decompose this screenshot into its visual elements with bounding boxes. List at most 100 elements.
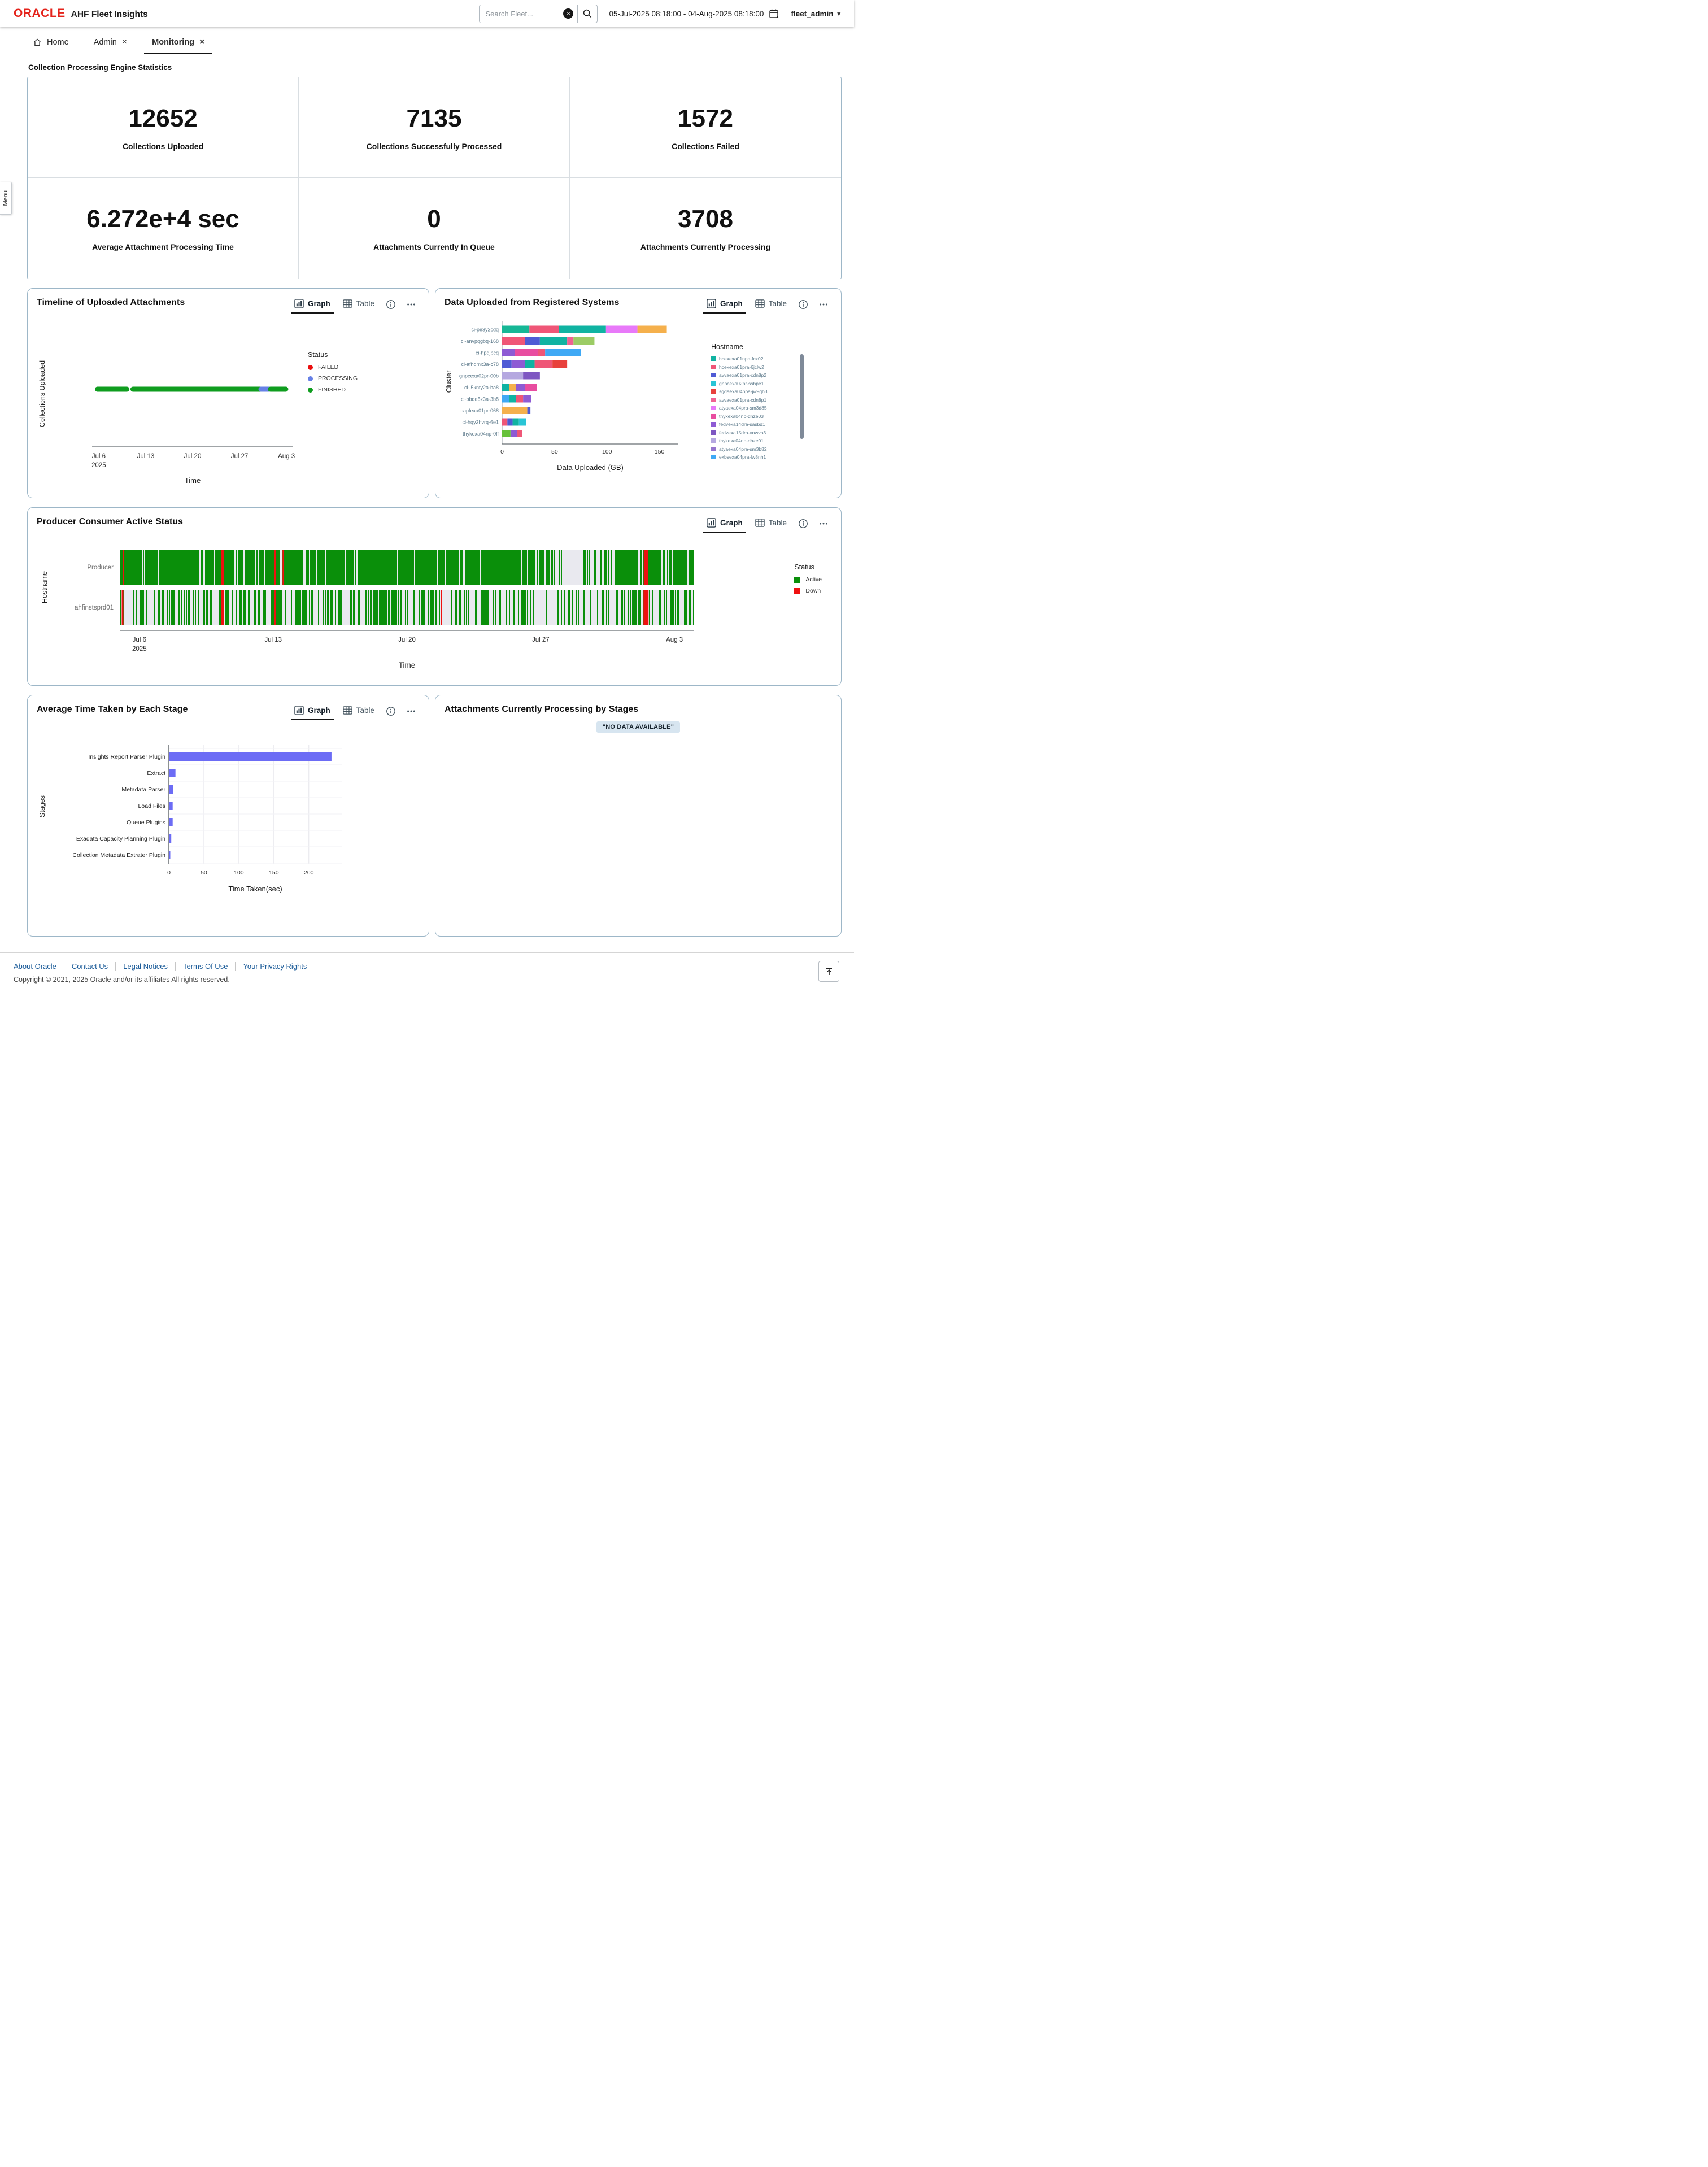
panel-avg-time-stage: Average Time Taken by Each Stage Graph T… — [27, 695, 429, 937]
overflow-menu-icon[interactable] — [814, 296, 833, 313]
graph-toggle-label: Graph — [307, 706, 330, 715]
svg-text:50: 50 — [201, 869, 207, 876]
calendar-icon — [769, 9, 779, 18]
table-toggle[interactable]: Table — [750, 515, 792, 533]
legend-swatch — [794, 576, 801, 583]
legend-item: avvaexa01pra-cdn8p1 — [711, 397, 796, 403]
legend-swatch — [711, 364, 716, 369]
legend-item: FINISHED — [308, 386, 358, 393]
info-icon[interactable] — [381, 296, 400, 313]
legend-label: avvaexa01pra-cdn8p2 — [719, 372, 767, 378]
search-icon[interactable] — [578, 5, 597, 23]
section-title: Collection Processing Engine Statistics — [28, 63, 172, 72]
user-menu[interactable]: fleet_admin ▾ — [791, 10, 840, 18]
stat-value: 1572 — [678, 104, 733, 132]
legend-item: thykexa04np-dhze03 — [711, 414, 796, 419]
oracle-logo: ORACLE — [14, 7, 66, 20]
graph-toggle[interactable]: Graph — [701, 515, 748, 533]
footer-link-terms-of-use[interactable]: Terms Of Use — [176, 962, 236, 971]
svg-text:Exadata Capacity Planning Plug: Exadata Capacity Planning Plugin — [76, 836, 165, 842]
overflow-menu-icon[interactable] — [402, 296, 421, 313]
close-icon[interactable]: × — [121, 37, 128, 47]
legend-swatch — [308, 376, 313, 381]
stats-grid: 12652 Collections Uploaded 7135 Collecti… — [27, 77, 842, 279]
table-icon — [343, 706, 352, 715]
clear-search-icon[interactable]: × — [563, 8, 574, 19]
graph-toggle[interactable]: Graph — [289, 295, 336, 314]
svg-text:Cluster: Cluster — [445, 371, 453, 393]
legend-swatch — [308, 387, 313, 393]
info-icon[interactable] — [794, 296, 813, 313]
legend-label: FINISHED — [318, 386, 346, 393]
legend-label: hcexexa01pra-6jclw2 — [719, 364, 764, 370]
panel-producer-consumer: Producer Consumer Active Status Graph Ta… — [27, 507, 842, 686]
menu-tab[interactable]: Menu — [0, 182, 12, 215]
legend-title: Hostname — [711, 343, 743, 351]
svg-text:thykexa04np-0ff: thykexa04np-0ff — [463, 431, 499, 437]
legend-item: PROCESSING — [308, 375, 358, 382]
footer-link-legal-notices[interactable]: Legal Notices — [116, 962, 176, 971]
svg-text:150: 150 — [655, 449, 665, 455]
no-data-badge: "NO DATA AVAILABLE" — [596, 721, 681, 733]
date-range-text: 05-Jul-2025 08:18:00 - 04-Aug-2025 08:18… — [609, 9, 764, 18]
date-range-picker[interactable]: 05-Jul-2025 08:18:00 - 04-Aug-2025 08:18… — [609, 8, 779, 19]
legend-item: fedvexa15dra-vnwva3 — [711, 430, 796, 436]
tab-home[interactable]: Home — [25, 34, 77, 54]
svg-text:Time: Time — [185, 476, 201, 485]
legend-scrollbar[interactable] — [800, 354, 804, 439]
table-toggle[interactable]: Table — [750, 295, 792, 314]
producer-consumer-status-chart: Producer ahfinstsprd01 Jul 6 2025 Jul 13 Jul … — [41, 550, 694, 669]
legend-swatch — [308, 364, 313, 370]
legend-item: FAILED — [308, 364, 358, 371]
legend-label: sgdaexa04npa-jw9qh3 — [719, 389, 768, 394]
panel-title: Average Time Taken by Each Stage — [37, 704, 188, 714]
overflow-menu-icon[interactable] — [402, 703, 421, 720]
hostname-legend: Hostname hcexexa01npa-fcx02 hcexexa01pra-6… — [711, 343, 806, 463]
graph-toggle[interactable]: Graph — [701, 295, 748, 314]
stat-label: Average Attachment Processing Time — [92, 242, 234, 251]
tab-admin[interactable]: Admin × — [86, 34, 135, 54]
table-toggle[interactable]: Table — [337, 702, 380, 720]
legend-item: hcexexa01npa-fcx02 — [711, 356, 796, 362]
legend-item: Active — [794, 576, 822, 583]
svg-text:Jul 27: Jul 27 — [532, 637, 550, 643]
legend-label: Active — [805, 576, 822, 583]
stat-label: Collections Successfully Processed — [366, 141, 502, 151]
table-icon — [755, 519, 765, 527]
table-toggle[interactable]: Table — [337, 295, 380, 314]
svg-text:ci-hpqjbcq: ci-hpqjbcq — [476, 350, 499, 356]
tab-monitoring[interactable]: Monitoring × — [144, 34, 213, 54]
stat-value: 6.272e+4 sec — [86, 205, 239, 233]
timeline-status-legend: Status FAILED PROCESSING FINISHED — [308, 351, 358, 489]
svg-text:Metadata Parser: Metadata Parser — [121, 786, 165, 793]
app-header: ORACLE AHF Fleet Insights × 05-Jul-2025 … — [0, 0, 854, 27]
info-icon[interactable] — [794, 515, 813, 532]
panel-timeline-uploaded-attachments: Timeline of Uploaded Attachments Graph T… — [27, 288, 429, 498]
close-icon[interactable]: × — [199, 37, 205, 47]
search-box[interactable]: × — [479, 4, 598, 23]
data-uploaded-chart: ci-pe3y2cdq ci-anvpqgbq-168 ci-hpqjbcq ci-a… — [445, 321, 678, 472]
overflow-menu-icon[interactable] — [814, 515, 833, 532]
legend-label: fedvexa15dra-vnwva3 — [719, 429, 766, 436]
legend-swatch — [711, 414, 716, 419]
search-input[interactable] — [485, 9, 564, 18]
tab-label: Admin — [93, 38, 117, 47]
footer-link-about-oracle[interactable]: About Oracle — [14, 962, 64, 971]
footer-link-privacy-rights[interactable]: Your Privacy Rights — [243, 962, 307, 971]
legend-item: sgdaexa04npa-jw9qh3 — [711, 389, 796, 394]
info-icon[interactable] — [381, 703, 400, 720]
footer-link-contact-us[interactable]: Contact Us — [64, 962, 116, 971]
legend-label: avvaexa01pra-cdn8p1 — [719, 397, 767, 403]
svg-text:2025: 2025 — [91, 462, 106, 469]
legend-swatch — [711, 389, 716, 394]
timeline-uploaded-attachments-chart: Jul 6 2025 Jul 13 Jul 20 Jul 27 Aug 3 Time Coll… — [38, 360, 295, 485]
svg-text:Jul 27: Jul 27 — [231, 453, 249, 460]
panel-title: Attachments Currently Processing by Stag… — [445, 704, 639, 714]
scroll-to-top-button[interactable] — [818, 961, 839, 982]
svg-text:Jul 13: Jul 13 — [264, 637, 282, 643]
svg-text:0: 0 — [167, 869, 171, 876]
graph-toggle[interactable]: Graph — [289, 702, 336, 720]
graph-toggle-label: Graph — [720, 519, 743, 527]
legend-item: atyaexa04pra-sm3d85 — [711, 405, 796, 411]
panel-title: Timeline of Uploaded Attachments — [37, 298, 185, 307]
